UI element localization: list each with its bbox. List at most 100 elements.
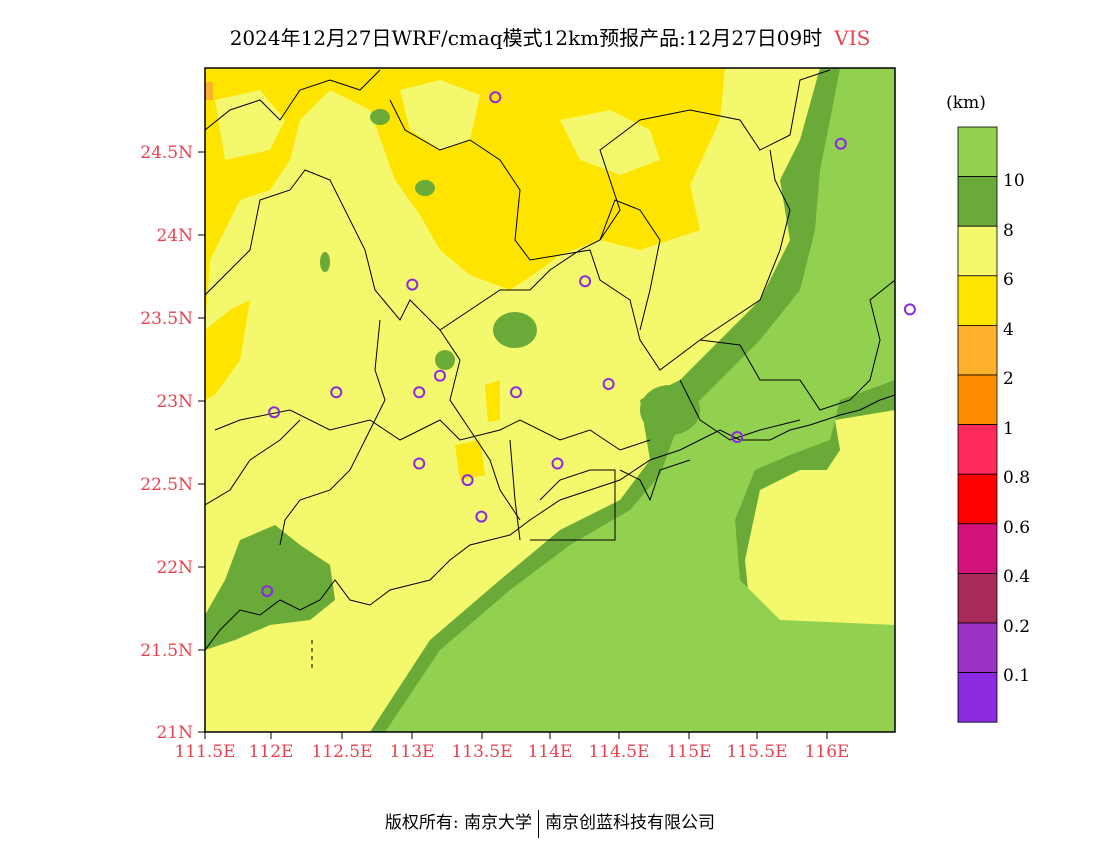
colorbar-swatch xyxy=(957,374,998,425)
colorbar-swatch xyxy=(957,473,998,525)
lon-label: 115.5E xyxy=(726,742,787,762)
lat-tick: 21.5N xyxy=(140,641,205,661)
lat-tick: 21N xyxy=(156,723,205,743)
fill-vis-6-8-pocket xyxy=(400,80,480,150)
copyright-right: 南京创蓝科技有限公司 xyxy=(545,813,716,833)
lat-label: 22N xyxy=(156,558,193,578)
colorbar-swatch xyxy=(957,622,998,673)
colorbar-swatch xyxy=(957,275,998,326)
fill-vis-4-6-west xyxy=(205,300,250,400)
station-marker xyxy=(413,386,426,399)
colorbar-swatch xyxy=(957,126,998,177)
fill-vis-8-10-patch xyxy=(640,385,700,435)
station-marker xyxy=(510,386,522,399)
fill-vis-4-6-spot xyxy=(485,380,500,422)
lat-tick: 22.5N xyxy=(140,475,205,495)
station-marker xyxy=(834,137,847,150)
colorbar-label: 2 xyxy=(1003,369,1014,389)
colorbar-label: 0.2 xyxy=(1003,617,1030,637)
lon-label: 115E xyxy=(667,742,712,762)
colorbar-swatch xyxy=(957,573,998,624)
station-marker xyxy=(579,275,592,288)
lon-label: 114E xyxy=(528,742,573,762)
station-marker xyxy=(413,457,426,470)
lat-label: 23N xyxy=(156,392,193,412)
fill-vis-10-plus xyxy=(385,68,895,732)
station-marker xyxy=(602,378,615,390)
colorbar-label: 10 xyxy=(1003,171,1025,191)
station-marker xyxy=(475,510,488,523)
lon-label: 111.5E xyxy=(174,742,235,762)
lat-tick: 24.5N xyxy=(140,143,205,163)
colorbar-label: 0.8 xyxy=(1003,468,1030,488)
colorbar-label: 1 xyxy=(1003,419,1014,439)
colorbar-swatch xyxy=(957,523,998,574)
colorbar-label: 6 xyxy=(1003,270,1014,290)
colorbar-label: 0.4 xyxy=(1003,567,1030,587)
colorbar-unit: (km) xyxy=(946,93,986,113)
fill-vis-8-10-patch xyxy=(320,252,330,272)
visibility-map: 21N 21.5N 22N 22.5N 23N 23.5N 24N 24.5N … xyxy=(140,67,1030,762)
title-variable: VIS xyxy=(834,26,871,50)
station-markers xyxy=(261,91,916,598)
copyright-footer: 版权所有: 南京大学 南京创蓝科技有限公司 xyxy=(0,808,1100,838)
fill-vis-8-10-patch xyxy=(435,350,455,370)
station-marker xyxy=(268,406,281,419)
lon-label: 114.5E xyxy=(588,742,649,762)
station-marker xyxy=(434,369,446,382)
colorbar-swatch xyxy=(957,672,998,723)
footer-divider xyxy=(538,809,540,838)
lon-tick: 115E xyxy=(667,732,712,762)
colorbar-swatch xyxy=(957,225,998,277)
colorbar-labels: 10 8 6 4 2 1 0.8 0.6 0.4 0.2 0.1 xyxy=(1003,171,1030,686)
lon-tick: 111.5E xyxy=(174,732,236,762)
fill-vis-8-10-patch xyxy=(370,109,390,125)
lon-tick: 113.5E xyxy=(451,732,513,762)
lat-tick: 23.5N xyxy=(140,309,205,329)
fill-vis-6-8-east xyxy=(795,410,895,620)
station-marker xyxy=(551,457,564,470)
fill-vis-2-4 xyxy=(205,82,213,100)
lat-label: 21.5N xyxy=(140,641,193,661)
latitude-axis: 21N 21.5N 22N 22.5N 23N 23.5N 24N 24.5N xyxy=(140,143,205,743)
colorbar-label: 4 xyxy=(1003,320,1014,340)
coastline xyxy=(205,394,895,651)
lon-label: 116E xyxy=(805,742,850,762)
fill-vis-8-10-patch xyxy=(493,312,537,348)
colorbar: (km) 10 8 6 4 2 1 0.8 0.6 0.4 0.2 0.1 xyxy=(946,93,1030,723)
lon-label: 113E xyxy=(390,742,435,762)
colorbar-label: 8 xyxy=(1003,221,1014,241)
fill-vis-8-10-patch xyxy=(415,180,435,196)
lat-label: 24N xyxy=(156,226,193,246)
colorbar-swatches xyxy=(957,126,998,723)
map-title: 2024年12月27日WRF/cmaq模式12km预报产品:12月27日09时 V… xyxy=(0,22,1100,51)
lat-tick: 24N xyxy=(156,226,205,246)
title-main: 2024年12月27日WRF/cmaq模式12km预报产品:12月27日09时 xyxy=(229,26,823,50)
station-marker xyxy=(903,303,916,316)
lon-tick: 112E xyxy=(249,732,293,762)
station-marker xyxy=(330,386,343,399)
fill-vis-4-6-spot xyxy=(455,440,485,480)
colorbar-label: 0.1 xyxy=(1003,666,1030,686)
colorbar-swatch xyxy=(957,424,998,475)
lon-label: 113.5E xyxy=(451,742,512,762)
station-marker xyxy=(489,91,502,104)
lon-tick: 112.5E xyxy=(311,732,373,762)
lat-label: 23.5N xyxy=(140,309,193,329)
boundaries xyxy=(205,69,895,546)
station-marker xyxy=(406,278,419,291)
lat-label: 24.5N xyxy=(140,143,193,163)
lon-tick: 114.5E xyxy=(588,732,650,762)
lon-tick: 115.5E xyxy=(726,732,788,762)
colorbar-label: 0.6 xyxy=(1003,518,1030,538)
station-marker xyxy=(731,431,744,443)
lon-tick: 116E xyxy=(805,732,850,762)
lon-tick: 114E xyxy=(528,732,573,762)
lon-tick: 113E xyxy=(390,732,435,762)
lat-tick: 22N xyxy=(156,558,205,578)
station-marker xyxy=(261,585,274,598)
lat-label: 21N xyxy=(156,723,193,743)
map-fill xyxy=(205,68,895,732)
lat-tick: 23N xyxy=(156,392,205,412)
colorbar-swatch xyxy=(957,324,998,376)
